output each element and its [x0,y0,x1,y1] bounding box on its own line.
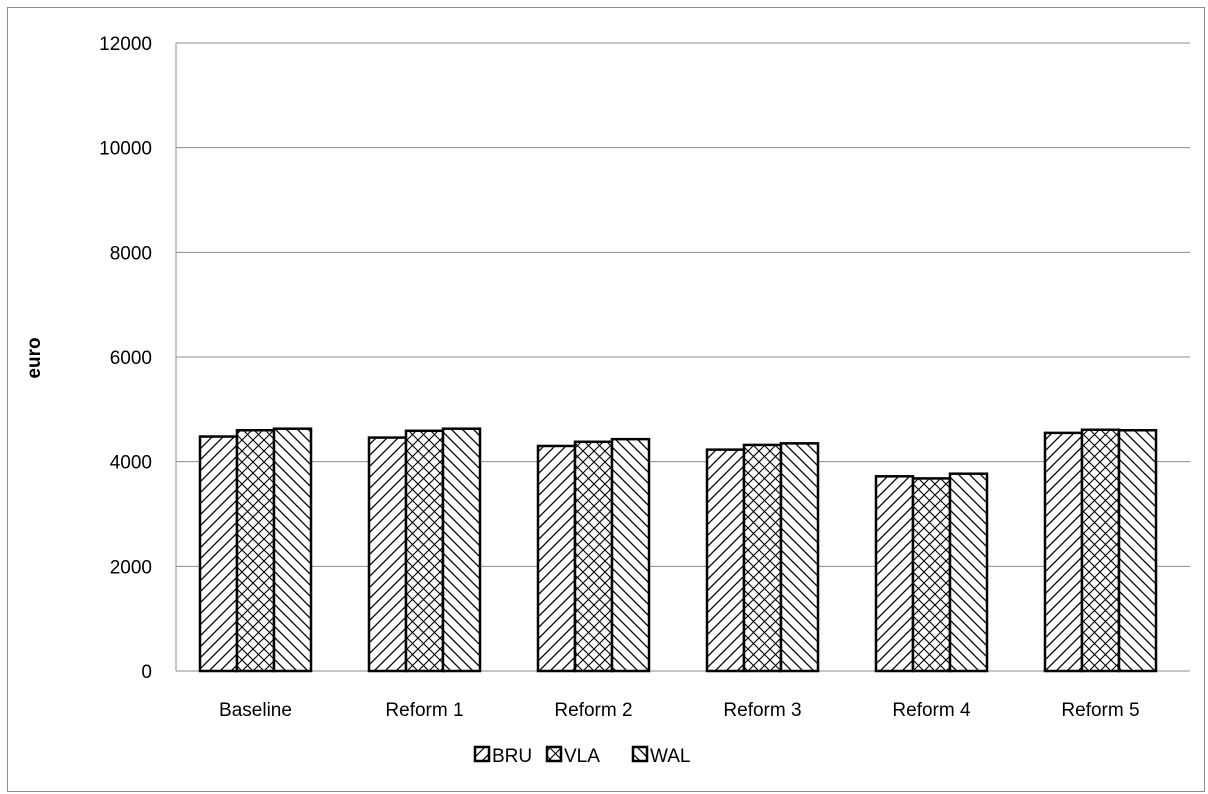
x-axis-ticks: Baseline Reform 1 Reform 2 Reform 3 Reform 4… [219,700,1140,721]
x-tick-label: Reform 2 [554,700,632,721]
gridlines [175,42,1190,672]
bar-vla-5 [1080,428,1121,673]
x-tick-label: Reform 3 [723,700,801,721]
bar-bru-2 [536,444,577,673]
x-tick-label: Reform 4 [892,700,971,721]
legend-item-vla: VLA [545,745,600,767]
bar-wal-2 [610,437,651,673]
bar-wal-1 [441,427,482,673]
legend-item-bru: BRU [473,745,532,767]
bar-wal-5 [1117,429,1158,673]
legend-swatch-wal [631,745,649,763]
bar-bru-1 [367,436,408,673]
y-tick-label: 0 [141,662,152,683]
bar-vla-0 [235,429,276,673]
bar-wal-4 [948,472,989,673]
bar-vla-1 [404,429,445,673]
y-axis-title: euro [24,337,45,378]
y-tick-label: 12000 [99,34,152,55]
bar-bru-5 [1043,431,1084,673]
bar-bru-3 [705,448,746,673]
bar-bru-0 [198,435,239,673]
legend-label: WAL [650,746,690,767]
legend-label: VLA [564,746,600,767]
bar-bru-4 [874,475,915,673]
bar-vla-2 [573,440,614,673]
x-tick-label: Baseline [219,700,292,721]
y-axis-ticks: 0 2000 4000 6000 8000 10000 12000 [99,34,152,683]
bar-vla-4 [911,477,952,673]
bar-vla-3 [742,443,783,673]
legend-swatch-vla [545,745,563,763]
y-tick-label: 8000 [110,243,152,264]
legend-label: BRU [492,746,532,767]
bar-wal-0 [272,427,313,673]
y-tick-label: 4000 [110,453,152,474]
x-tick-label: Reform 1 [385,700,463,721]
y-tick-label: 2000 [110,557,152,578]
legend-item-wal: WAL [631,745,690,767]
legend-swatch-bru [473,745,491,763]
y-tick-label: 10000 [99,139,152,160]
y-tick-label: 6000 [110,348,152,369]
x-tick-label: Reform 5 [1061,700,1139,721]
legend: BRU VLA WAL [473,745,690,767]
bars [198,427,1158,673]
bar-wal-3 [779,442,820,673]
